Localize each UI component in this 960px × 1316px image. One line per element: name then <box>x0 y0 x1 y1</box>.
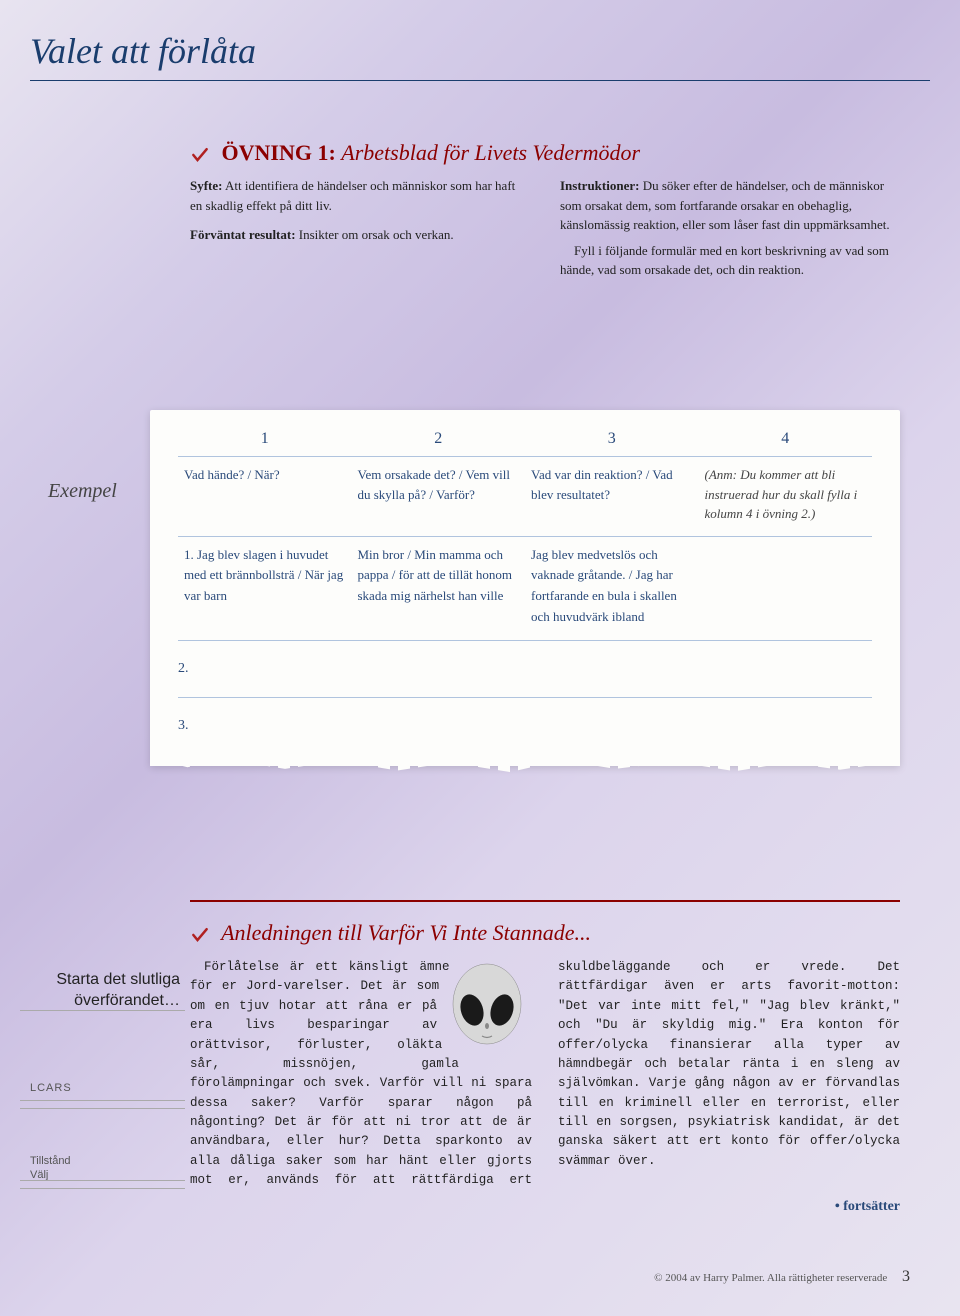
ws-ex3: Jag blev medvetslös och vaknade gråtande… <box>525 545 699 628</box>
continues-label: • fortsätter <box>190 1199 900 1215</box>
sidebar-lcars: LCARS <box>30 1082 180 1094</box>
ws-header-2: 2 <box>352 430 526 448</box>
ovning1-subtitle: Arbetsblad för Livets Vedermödor <box>341 140 640 165</box>
section-anledningen: Anledningen till Varför Vi Inte Stannade… <box>190 920 900 1215</box>
ws-ex2: Min bror / Min mamma och pappa / för att… <box>352 545 526 628</box>
section2-rule <box>190 900 900 902</box>
section2-p1: Förlåtelse är ett känsligt ämne för er J… <box>190 960 900 1187</box>
sidebar-rule <box>20 1188 185 1189</box>
ws-header-3: 3 <box>525 430 699 448</box>
ws-blank-2: 2. <box>178 640 872 697</box>
left-sidebar: Starta det slutliga överförandet… LCARS … <box>30 970 180 1182</box>
ovning1-leftcol: Syfte: Att identifiera de händelser och … <box>190 176 530 280</box>
sidebar-rule <box>20 1100 185 1101</box>
ws-q2: Vem orsakade det? / Vem vill du skylla p… <box>352 465 526 524</box>
header-rule <box>30 80 930 81</box>
sidebar-tillstand: Tillstånd Välj <box>30 1154 180 1183</box>
sidebar-starta: Starta det slutliga överförandet… <box>30 970 180 1012</box>
sidebar-rule <box>20 1180 185 1181</box>
footer-copyright: © 2004 av Harry Palmer. Alla rättigheter… <box>654 1272 887 1284</box>
ws-q1: Vad hände? / När? <box>178 465 352 524</box>
forvant-label: Förväntat resultat: <box>190 227 296 242</box>
section2-title-text: Anledningen till Varför Vi Inte Stannade… <box>221 920 591 945</box>
worksheet: 1 2 3 4 Vad hände? / När? Vem orsakade d… <box>150 410 900 766</box>
checkmark-icon <box>190 145 210 165</box>
ovning1-bold: ÖVNING 1: <box>222 140 336 165</box>
ws-blank-3: 3. <box>178 697 872 754</box>
ws-q4: (Anm: Du kommer att bli instruerad hur d… <box>699 465 873 524</box>
torn-edge <box>150 754 900 766</box>
ws-ex1: 1. Jag blev slagen i huvudet med ett brä… <box>178 545 352 628</box>
ws-header-4: 4 <box>699 430 873 448</box>
syfte-label: Syfte: <box>190 178 223 193</box>
section2-body: Förlåtelse är ett känsligt ämne för er J… <box>190 958 900 1191</box>
checkmark-icon <box>190 925 210 945</box>
ovning1-heading: ÖVNING 1: Arbetsblad för Livets Vedermöd… <box>190 140 900 166</box>
sidebar-rule <box>20 1108 185 1109</box>
forvant-text: Insikter om orsak och verkan. <box>296 227 454 242</box>
section2-title: Anledningen till Varför Vi Inte Stannade… <box>190 920 900 946</box>
footer: © 2004 av Harry Palmer. Alla rättigheter… <box>654 1268 910 1286</box>
ws-ex4 <box>699 545 873 628</box>
instr-label: Instruktioner: <box>560 178 639 193</box>
instr-extra: Fyll i följande formulär med en kort bes… <box>560 241 900 280</box>
ws-q3: Vad var din reaktion? / Vad blev resulta… <box>525 465 699 524</box>
ws-header-1: 1 <box>178 430 352 448</box>
page-title: Valet att förlåta <box>30 30 256 72</box>
sidebar-rule <box>20 1010 185 1011</box>
exempel-label: Exempel <box>48 480 117 503</box>
footer-pagenum: 3 <box>902 1268 910 1285</box>
ws-example-row: 1. Jag blev slagen i huvudet med ett brä… <box>178 536 872 640</box>
syfte-text: Att identifiera de händelser och människ… <box>190 178 515 213</box>
alien-image <box>442 962 532 1062</box>
ws-header-row: 1 2 3 4 <box>178 430 872 448</box>
tillstand-1: Tillstånd <box>30 1154 180 1168</box>
ovning1-rightcol: Instruktioner: Du söker efter de händels… <box>560 176 900 280</box>
ws-question-row: Vad hände? / När? Vem orsakade det? / Ve… <box>178 456 872 536</box>
section-ovning1: ÖVNING 1: Arbetsblad för Livets Vedermöd… <box>190 140 900 280</box>
